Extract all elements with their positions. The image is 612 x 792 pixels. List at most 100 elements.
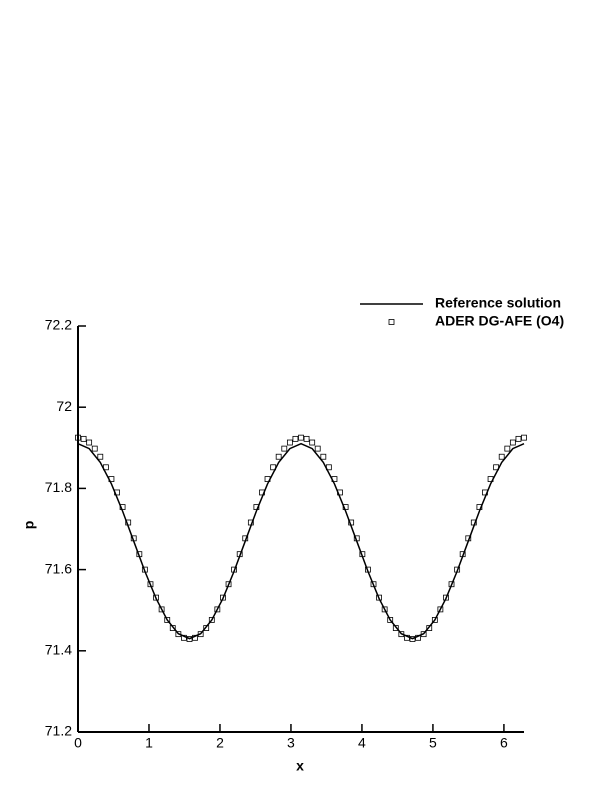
data-marker <box>454 566 461 573</box>
data-marker <box>97 453 104 460</box>
data-marker <box>242 535 249 542</box>
data-marker <box>409 636 416 642</box>
data-marker <box>314 445 321 452</box>
data-marker <box>264 476 271 482</box>
x-tick-label: 0 <box>74 735 82 751</box>
data-marker <box>482 489 488 496</box>
data-marker <box>197 631 204 638</box>
data-marker <box>147 581 154 588</box>
x-tick-label: 2 <box>216 735 224 751</box>
data-marker <box>493 464 500 471</box>
y-tick-label: 71.4 <box>45 642 72 658</box>
legend-label: Reference solution <box>435 295 561 311</box>
x-tick-label: 5 <box>429 735 437 751</box>
legend-label: ADER DG-AFE (O4) <box>435 313 564 329</box>
data-marker <box>437 606 444 613</box>
data-marker <box>320 453 327 460</box>
data-marker <box>130 535 137 542</box>
data-marker <box>376 594 382 601</box>
data-marker <box>153 594 159 601</box>
data-marker <box>431 617 438 623</box>
data-marker <box>80 435 87 442</box>
data-marker <box>309 439 316 446</box>
data-marker <box>286 439 293 446</box>
data-marker <box>504 445 511 452</box>
data-marker <box>158 606 165 613</box>
data-marker <box>102 464 109 471</box>
data-marker <box>86 439 93 446</box>
data-marker <box>186 636 193 642</box>
data-marker <box>175 631 182 638</box>
data-marker <box>169 625 176 631</box>
data-marker <box>359 551 366 558</box>
data-marker <box>141 566 148 573</box>
data-marker <box>426 625 433 631</box>
data-marker <box>515 435 522 442</box>
data-marker <box>275 453 282 460</box>
x-axis-label: x <box>296 758 304 774</box>
data-marker <box>225 581 232 588</box>
y-tick-label: 72.2 <box>45 317 72 333</box>
data-marker <box>465 535 472 542</box>
data-marker <box>270 464 277 471</box>
y-tick-label: 72 <box>56 398 72 414</box>
data-marker <box>181 634 187 641</box>
x-tick-label: 3 <box>287 735 295 751</box>
data-marker <box>487 476 494 482</box>
y-tick-label: 71.8 <box>45 479 72 495</box>
data-marker <box>342 504 349 510</box>
data-marker <box>381 606 388 613</box>
data-marker <box>443 594 449 601</box>
data-marker <box>119 504 126 510</box>
data-marker <box>136 551 143 558</box>
data-marker <box>404 634 410 641</box>
data-marker <box>353 535 360 542</box>
data-marker <box>420 631 427 638</box>
data-marker <box>298 434 304 441</box>
data-marker <box>281 445 288 452</box>
data-marker <box>398 631 405 638</box>
data-marker <box>108 476 115 482</box>
data-marker <box>192 634 198 641</box>
x-tick-label: 6 <box>500 735 508 751</box>
data-marker <box>337 489 343 496</box>
data-marker <box>387 617 394 623</box>
data-marker <box>392 625 399 631</box>
data-marker <box>253 504 260 510</box>
data-marker <box>521 434 527 441</box>
data-marker <box>259 489 265 496</box>
data-marker <box>220 594 226 601</box>
data-marker <box>476 504 483 510</box>
data-marker <box>91 445 98 452</box>
y-tick-label: 71.6 <box>45 560 72 576</box>
data-marker <box>247 519 254 526</box>
y-tick-label: 71.2 <box>45 723 72 739</box>
data-marker <box>325 464 332 471</box>
x-tick-label: 4 <box>358 735 366 751</box>
data-marker <box>331 476 338 482</box>
data-marker <box>470 519 477 526</box>
legend-marker <box>388 319 395 325</box>
data-marker <box>498 453 505 460</box>
data-marker <box>231 566 237 573</box>
x-tick-label: 1 <box>145 735 153 751</box>
data-marker <box>292 435 299 442</box>
data-marker <box>448 581 455 588</box>
data-marker <box>365 566 371 573</box>
data-marker <box>415 634 421 641</box>
data-marker <box>236 551 243 558</box>
data-marker <box>125 519 132 526</box>
data-marker <box>214 606 221 613</box>
data-marker <box>203 625 210 631</box>
data-marker <box>114 489 120 496</box>
data-line <box>77 442 525 640</box>
data-marker <box>509 439 516 446</box>
data-marker <box>208 617 215 623</box>
data-marker <box>303 435 310 442</box>
data-marker <box>75 434 81 441</box>
data-marker <box>348 519 355 526</box>
y-axis-label: p <box>21 521 37 530</box>
data-marker <box>459 551 466 558</box>
data-marker <box>370 581 377 588</box>
